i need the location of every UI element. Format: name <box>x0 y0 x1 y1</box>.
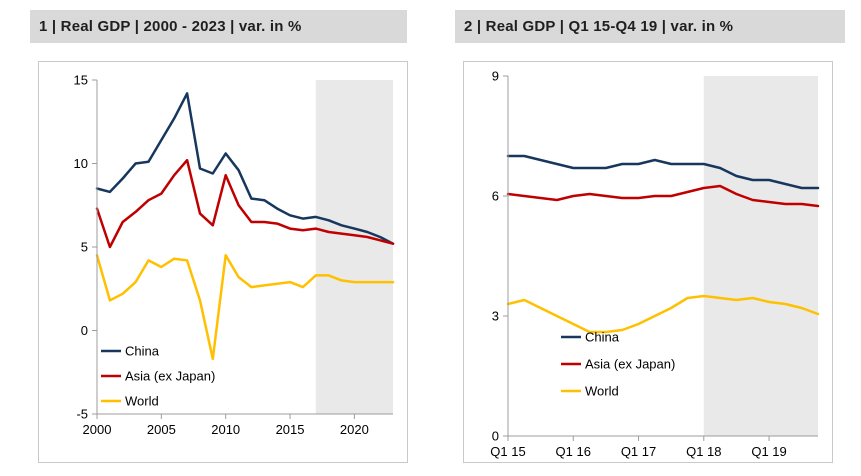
svg-text:2015: 2015 <box>276 422 305 437</box>
svg-text:3: 3 <box>492 309 499 324</box>
svg-text:Q1 15: Q1 15 <box>490 444 525 459</box>
line-chart-annual: -5 0 5 10 15 2000 2005 2010 2015 2020 China Asia (e… <box>74 73 395 437</box>
svg-text:Q1 18: Q1 18 <box>686 444 721 459</box>
svg-text:2020: 2020 <box>340 422 369 437</box>
svg-text:6: 6 <box>492 189 499 204</box>
svg-text:15: 15 <box>74 73 88 88</box>
svg-text:Asia (ex Japan): Asia (ex Japan) <box>125 369 215 384</box>
panel-real-gdp-quarterly: 2 | Real GDP | Q1 15-Q4 19 | var. in % 0… <box>455 10 845 463</box>
chart-frame-annual: -5 0 5 10 15 2000 2005 2010 2015 2020 China Asia (e… <box>38 61 408 463</box>
svg-text:0: 0 <box>81 323 88 338</box>
svg-text:Q1 19: Q1 19 <box>751 444 786 459</box>
svg-text:China: China <box>585 330 620 345</box>
figure: 1 | Real GDP | 2000 - 2023 | var. in % -… <box>30 10 845 463</box>
svg-text:World: World <box>125 394 159 409</box>
svg-text:-5: -5 <box>76 407 88 422</box>
panel-real-gdp-annual: 1 | Real GDP | 2000 - 2023 | var. in % -… <box>30 10 408 463</box>
svg-text:World: World <box>585 384 619 399</box>
svg-text:Q1 16: Q1 16 <box>556 444 591 459</box>
svg-text:Asia (ex Japan): Asia (ex Japan) <box>585 357 675 372</box>
svg-text:Q1 17: Q1 17 <box>621 444 656 459</box>
svg-text:9: 9 <box>492 69 499 84</box>
chart-title-quarterly: 2 | Real GDP | Q1 15-Q4 19 | var. in % <box>455 10 845 43</box>
svg-text:China: China <box>125 344 160 359</box>
line-chart-quarterly: 0 3 6 9 Q1 15 Q1 16 Q1 17 Q1 18 Q1 19 China Asia (… <box>490 69 820 459</box>
chart-title-annual: 1 | Real GDP | 2000 - 2023 | var. in % <box>30 10 407 43</box>
chart-frame-quarterly: 0 3 6 9 Q1 15 Q1 16 Q1 17 Q1 18 Q1 19 China Asia (… <box>463 61 833 463</box>
svg-text:2005: 2005 <box>147 422 176 437</box>
svg-text:2000: 2000 <box>83 422 112 437</box>
svg-text:5: 5 <box>81 240 88 255</box>
svg-text:2010: 2010 <box>211 422 240 437</box>
svg-text:10: 10 <box>74 156 88 171</box>
svg-text:0: 0 <box>492 429 499 444</box>
